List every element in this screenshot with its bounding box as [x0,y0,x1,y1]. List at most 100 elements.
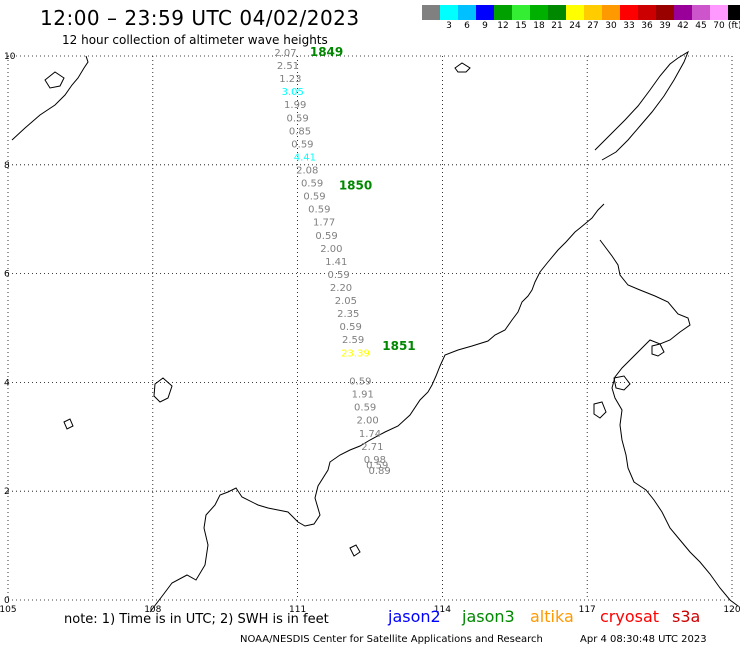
lon-tick-label: 120 [723,605,740,615]
scale-swatch [566,5,584,20]
swh-value: 0.59 [327,270,349,281]
pass-number: 1851 [382,339,415,353]
scale-swatch [638,5,656,20]
scale-swatch [422,5,440,20]
swh-value: 1.99 [284,100,306,111]
swh-value: 2.00 [320,244,342,255]
scale-swatch [512,5,530,20]
swh-value: 0.89 [369,466,391,477]
scale-swatch [458,5,476,20]
swh-value: 2.20 [330,283,352,294]
scale-label: 21 [551,21,563,31]
scale-label: 18 [533,21,545,31]
swh-value: 0.85 [289,126,311,137]
swh-value: 0.59 [315,231,337,242]
scale-label: 27 [587,21,599,31]
lon-tick-label: 114 [434,605,451,615]
mission-label: s3a [672,607,701,626]
lat-tick-label: 0 [4,596,10,606]
scale-swatch [530,5,548,20]
axis-labels: 105 108 111 114 117 120 0 2 4 6 8 10 [0,52,740,615]
swh-value: 1.91 [352,390,374,401]
scale-label: 30 [605,21,617,31]
pass-number: 1850 [339,178,372,192]
scale-swatch [602,5,620,20]
island-mekong [44,71,65,89]
swh-value: 0.98 [364,455,386,466]
footer-note: note: 1) Time is in UTC; 2) SWH is in fe… [64,612,329,627]
coastline-borneo [149,203,605,613]
swh-value: 0.59 [366,460,388,471]
swh-value: 1.23 [279,74,301,85]
scale-swatch [710,5,728,20]
scale-swatch [620,5,638,20]
swh-value: 4.41 [294,152,316,163]
swh-value: 2.00 [356,416,378,427]
swh-value: 2.08 [296,166,318,177]
island-reef-6 [651,343,665,357]
swh-value: 0.59 [291,139,313,150]
lat-tick-label: 2 [4,487,10,497]
coastline-vietnam [11,55,89,141]
scale-label: 39 [659,21,671,31]
swh-value: 0.59 [303,192,325,203]
scale-label: 42 [677,21,689,31]
scale-swatch [548,5,566,20]
coastline-palawan [594,50,690,161]
island-natuna [153,377,173,403]
mission-label: jason2 [388,607,441,626]
swh-value: 0.59 [340,322,362,333]
swh-value: 1.77 [313,218,335,229]
scale-label: 12 [497,21,509,31]
update-timestamp: Apr 4 08:30:48 UTC 2023 [580,634,707,645]
lon-tick-label: 111 [289,605,306,615]
pass-number: 1849 [310,45,343,59]
lon-tick-label: 117 [579,605,596,615]
page-title: 12:00 – 23:59 UTC 04/02/2023 [40,6,360,30]
coastline-borneo-east [599,239,739,607]
graticule [7,55,733,601]
scale-label: 6 [464,21,470,31]
island-reef-4 [593,401,607,419]
mission-label: altika [530,607,574,626]
lat-tick-label: 8 [4,161,10,171]
swh-value: 2.59 [342,335,364,346]
scale-unit: (ft) [728,21,740,31]
lat-tick-label: 4 [4,378,10,388]
swh-value: 1.41 [325,257,347,268]
swh-value: 1.74 [359,429,381,440]
scale-label: 24 [569,21,581,31]
scale-label: 36 [641,21,653,31]
lon-tick-label: 105 [0,605,17,615]
lon-tick-label: 108 [144,605,161,615]
swh-value: 2.51 [277,61,299,72]
swh-value: 0.59 [308,205,330,216]
scale-swatch [476,5,494,20]
scale-swatch [728,5,740,20]
lat-tick-label: 6 [4,270,10,280]
scale-label: 70 [713,21,725,31]
coastline [11,50,739,613]
scale-label: 45 [695,21,707,31]
scale-label: 9 [482,21,488,31]
swh-value: 0.59 [301,179,323,190]
scale-swatch [494,5,512,20]
lat-tick-label: 10 [4,52,16,62]
scale-swatch [656,5,674,20]
swh-value: 23.39 [341,348,370,359]
swh-value: 0.59 [286,113,308,124]
island-reef-2 [349,544,361,557]
scale-swatch [584,5,602,20]
swh-value: 2.05 [335,296,357,307]
scale-swatch [692,5,710,20]
swh-value: 0.59 [354,403,376,414]
scale-swatch [674,5,692,20]
island-reef-3 [63,418,74,430]
scale-label: 3 [446,21,452,31]
altimeter-track: 2.07 2.51 1.23 3.05 1.99 0.59 0.85 0.59 4.41 2.08… [274,45,415,477]
swh-value: 3.05 [282,87,304,98]
island-reef-1 [454,62,471,73]
credit-line: NOAA/NESDIS Center for Satellite Applica… [240,634,543,645]
island-reef-5 [613,375,631,391]
